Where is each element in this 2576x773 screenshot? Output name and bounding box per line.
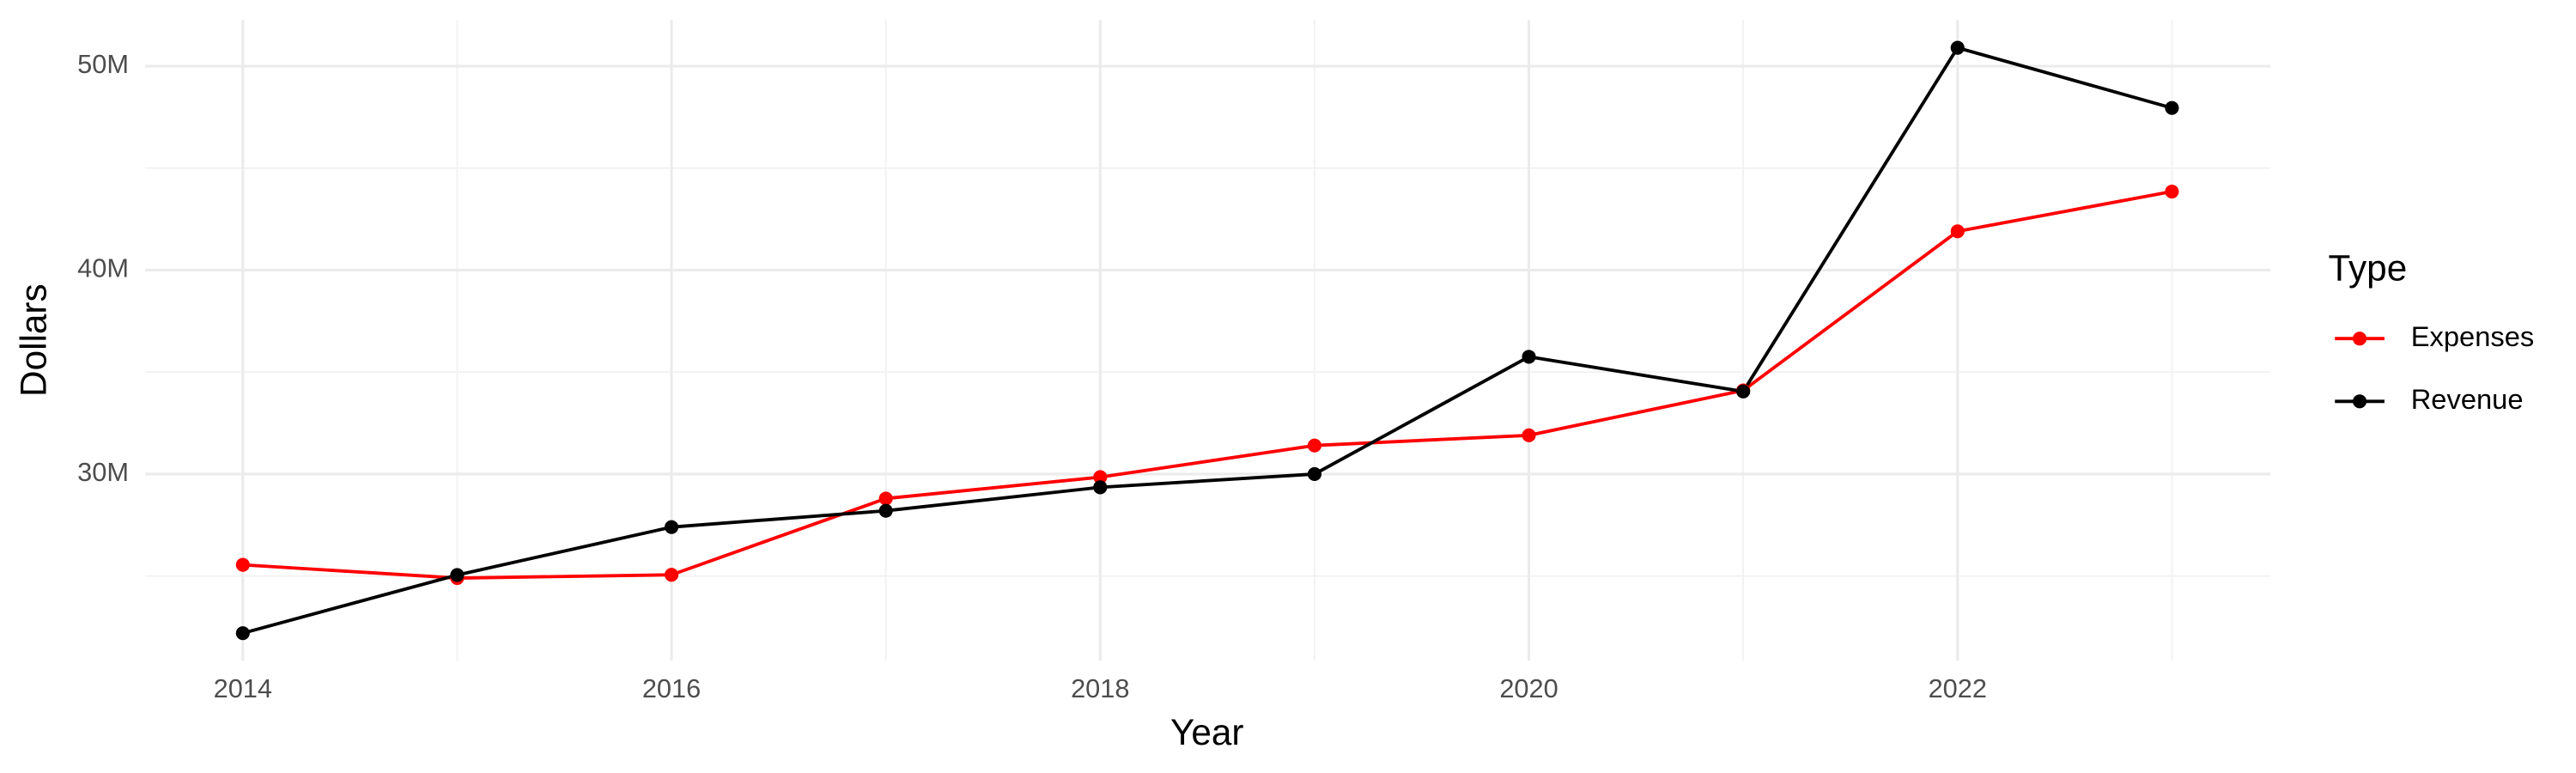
y-tick-label: 30M <box>77 457 129 487</box>
y-tick-label: 50M <box>77 49 129 79</box>
data-point <box>1307 438 1321 453</box>
data-point <box>664 568 679 582</box>
y-axis-title: Dollars <box>13 283 53 397</box>
legend-key-point <box>2353 394 2367 409</box>
data-point <box>1522 350 1536 364</box>
y-tick-label: 40M <box>77 253 129 283</box>
legend-title: Type <box>2329 248 2408 289</box>
data-point <box>878 503 893 518</box>
data-point <box>2165 100 2179 115</box>
data-point <box>1093 470 1108 484</box>
data-point <box>450 568 465 582</box>
series-line <box>242 46 2172 636</box>
data-point <box>664 520 679 534</box>
data-point <box>235 557 250 572</box>
x-tick-label: 2016 <box>642 673 701 703</box>
data-point <box>1093 480 1108 495</box>
x-tick-label: 2018 <box>1071 673 1129 703</box>
data-point <box>1522 428 1536 442</box>
x-tick-label: 2014 <box>214 673 272 703</box>
legend-key-point <box>2353 332 2367 346</box>
data-point <box>235 626 250 641</box>
data-point <box>2165 184 2179 199</box>
data-point <box>1950 40 1965 55</box>
data-point <box>1736 384 1751 399</box>
x-tick-label: 2022 <box>1929 673 1987 703</box>
x-axis-title: Year <box>1170 712 1243 752</box>
x-tick-label: 2020 <box>1499 673 1558 703</box>
data-point <box>1307 466 1321 482</box>
legend-label: Revenue <box>2411 383 2524 415</box>
data-point <box>878 491 893 506</box>
series-line <box>242 190 2172 580</box>
legend-label: Expenses <box>2411 320 2535 352</box>
data-point <box>1950 224 1965 239</box>
